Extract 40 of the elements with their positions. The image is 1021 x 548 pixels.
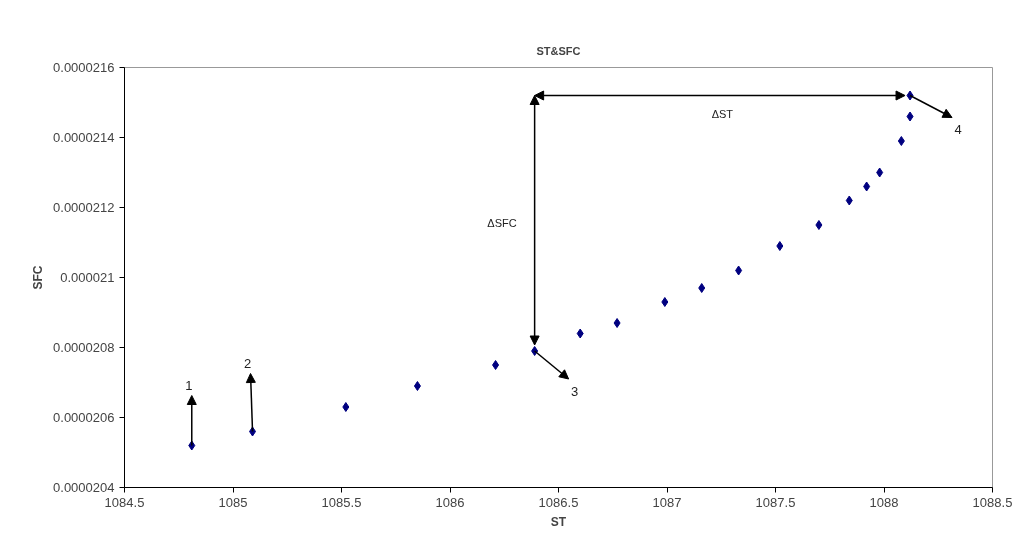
- annotation: ΔSFC: [487, 217, 517, 230]
- x-tick-label: 1087: [652, 494, 682, 510]
- x-tick-label: 1086: [435, 494, 465, 510]
- y-tick-label: 0.0000212: [53, 200, 115, 215]
- x-tick-label: 1085: [218, 494, 248, 510]
- point: [897, 136, 905, 146]
- y-tick-label: 0.0000216: [53, 60, 115, 75]
- point: [863, 181, 871, 192]
- point: [815, 220, 823, 230]
- x-tick-label: 1086.5: [538, 494, 579, 510]
- point: [735, 265, 743, 276]
- annotation: ΔST: [711, 107, 734, 120]
- annotation: 4: [954, 122, 962, 137]
- y-tick-label: 0.0000208: [53, 340, 115, 355]
- x-tick-label: 1085.5: [321, 494, 362, 510]
- annotation: 1: [185, 378, 193, 393]
- point: [845, 195, 853, 206]
- x-tick-label: 1088: [869, 494, 899, 510]
- point: [661, 297, 669, 307]
- y-tick-label: 0.0000204: [53, 480, 115, 495]
- point: [776, 241, 784, 251]
- y-tick-label: 0.000021: [60, 270, 115, 285]
- point: [413, 381, 421, 391]
- x-tick-label: 1088.5: [972, 494, 1013, 510]
- y-axis-title: SFC: [31, 265, 46, 290]
- point: [342, 402, 350, 412]
- point: [576, 328, 584, 339]
- x-tick-label: 1087.5: [755, 494, 796, 510]
- point: [492, 360, 500, 370]
- x-axis-title: ST: [550, 514, 567, 529]
- y-tick-label: 0.0000206: [53, 410, 115, 425]
- point: [613, 318, 621, 328]
- y-tick-label: 0.0000214: [53, 130, 115, 145]
- point: [698, 283, 706, 293]
- annotation: 3: [571, 383, 579, 399]
- point: [906, 111, 914, 122]
- point: [876, 167, 884, 178]
- annotation: 2: [243, 356, 252, 371]
- x-tick-label: 1084.5: [104, 494, 145, 510]
- chart-title: ST&SFC: [536, 44, 581, 57]
